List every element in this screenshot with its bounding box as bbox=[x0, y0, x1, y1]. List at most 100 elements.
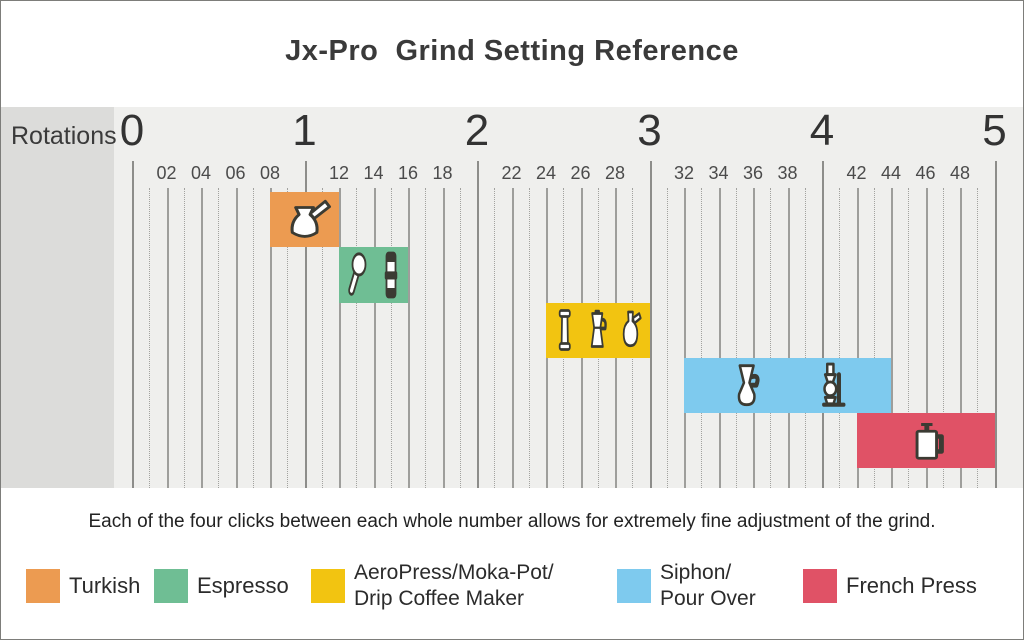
band-turkish bbox=[270, 192, 339, 248]
axis-dotted-gridline bbox=[735, 188, 737, 488]
axis-major-tick-label: 3 bbox=[637, 106, 662, 155]
tamper-icon bbox=[375, 249, 407, 301]
axis-minor-tick-label: 02 bbox=[156, 163, 177, 183]
legend-item-siphon-pour-over: Siphon/Pour Over bbox=[617, 561, 756, 610]
axis-dotted-gridline bbox=[425, 188, 427, 488]
axis-minor-gridline bbox=[787, 188, 790, 488]
legend-label: Turkish bbox=[69, 572, 140, 600]
legend-item-espresso: Espresso bbox=[154, 567, 289, 605]
legend-swatch bbox=[154, 569, 188, 603]
legend-label-line: Pour Over bbox=[660, 587, 756, 610]
axis-minor-gridline bbox=[960, 188, 962, 488]
legend-label: French Press bbox=[846, 572, 977, 600]
moka-pot-icon bbox=[582, 306, 613, 354]
axis-minor-tick-label: 32 bbox=[673, 163, 695, 183]
aeropress-icon bbox=[549, 306, 580, 354]
legend-label-line: Turkish bbox=[69, 573, 141, 599]
legend-label: Espresso bbox=[197, 572, 289, 600]
axis-dotted-gridline bbox=[873, 188, 875, 488]
band-siphon-pour-over bbox=[684, 357, 891, 414]
axis-dotted-gridline bbox=[666, 188, 668, 488]
axis-major-gridline bbox=[132, 161, 134, 488]
pour-over-icon bbox=[724, 360, 768, 412]
legend-label: Siphon/Pour Over bbox=[660, 560, 756, 613]
axis-minor-tick-label: 18 bbox=[432, 163, 453, 183]
axis-major-tick-label: 0 bbox=[119, 106, 145, 155]
axis-major-tick-label: 1 bbox=[292, 106, 317, 155]
legend-swatch bbox=[617, 569, 651, 603]
axis-dotted-gridline bbox=[839, 188, 841, 488]
axis-dotted-gridline bbox=[977, 188, 979, 488]
axis-minor-tick-label: 06 bbox=[225, 163, 246, 183]
axis-minor-tick-label: 04 bbox=[190, 163, 212, 183]
axis-major-gridline bbox=[304, 161, 307, 488]
axis-minor-gridline bbox=[753, 188, 755, 488]
footnote-text: Each of the four clicks between each who… bbox=[88, 511, 936, 532]
french-press-icon bbox=[900, 417, 952, 465]
axis-dotted-gridline bbox=[321, 188, 323, 488]
legend-swatch bbox=[311, 569, 345, 603]
axis-dotted-gridline bbox=[218, 188, 220, 488]
siphon-icon bbox=[808, 360, 852, 412]
axis-minor-gridline bbox=[684, 188, 686, 488]
axis-minor-tick-label: 44 bbox=[880, 163, 902, 183]
axis-minor-tick-label: 24 bbox=[535, 163, 557, 183]
axis-minor-tick-label: 34 bbox=[708, 163, 729, 183]
axis-dotted-gridline bbox=[252, 188, 254, 488]
axis-dotted-gridline bbox=[528, 188, 530, 488]
axis-minor-tick-label: 28 bbox=[604, 163, 626, 183]
legend-swatch bbox=[26, 569, 60, 603]
axis-minor-tick-label: 42 bbox=[846, 163, 867, 183]
axis-minor-tick-label: 14 bbox=[363, 163, 384, 183]
axis-major-gridline bbox=[822, 161, 824, 488]
axis-dotted-gridline bbox=[390, 188, 392, 488]
band-aeropress-moka-pot-drip-coffee-maker bbox=[546, 302, 650, 358]
band-french-press bbox=[856, 413, 995, 469]
axis-minor-gridline bbox=[166, 188, 169, 488]
axis-dotted-gridline bbox=[494, 188, 496, 488]
axis-minor-tick-label: 12 bbox=[328, 163, 350, 183]
axis-dotted-gridline bbox=[942, 188, 944, 488]
axis-major-gridline bbox=[477, 161, 479, 488]
axis-minor-gridline bbox=[339, 188, 341, 488]
axis-minor-gridline bbox=[270, 188, 272, 488]
axis-dotted-gridline bbox=[356, 188, 358, 488]
axis-major-tick-label: 4 bbox=[809, 106, 835, 155]
legend-item-aeropress-moka-pot-drip-coffee-maker: AeroPress/Moka-Pot/Drip Coffee Maker bbox=[311, 561, 554, 610]
legend-label-line: Siphon/ bbox=[660, 560, 732, 584]
cezve-icon bbox=[278, 195, 332, 245]
axis-minor-tick-label: 26 bbox=[570, 163, 591, 183]
axis-minor-gridline bbox=[891, 188, 893, 488]
axis-dotted-gridline bbox=[183, 188, 185, 488]
axis-minor-tick-label: 22 bbox=[501, 163, 522, 183]
axis-label-panel bbox=[1, 107, 114, 488]
axis-major-gridline bbox=[994, 161, 997, 488]
portafilter-icon bbox=[340, 249, 372, 301]
axis-major-tick-label: 5 bbox=[982, 106, 1007, 155]
axis-minor-gridline bbox=[856, 188, 859, 488]
axis-dotted-gridline bbox=[701, 188, 703, 488]
axis-minor-gridline bbox=[201, 188, 203, 488]
axis-label: Rotations bbox=[11, 122, 117, 150]
axis-dotted-gridline bbox=[459, 188, 461, 488]
legend-label-line: Espresso bbox=[197, 573, 289, 599]
axis-minor-tick-label: 36 bbox=[742, 163, 764, 183]
axis-major-gridline bbox=[649, 161, 652, 488]
band-espresso bbox=[339, 247, 408, 303]
legend-label-line: French Press bbox=[846, 573, 977, 599]
axis-major-tick-label: 2 bbox=[464, 106, 490, 155]
axis-minor-gridline bbox=[373, 188, 376, 488]
axis-dotted-gridline bbox=[804, 188, 806, 488]
axis-minor-gridline bbox=[235, 188, 238, 488]
axis-minor-gridline bbox=[718, 188, 721, 488]
axis-minor-gridline bbox=[408, 188, 410, 488]
legend-item-french-press: French Press bbox=[803, 567, 977, 605]
coffee-server-icon bbox=[615, 306, 646, 354]
legend-label-line: AeroPress/Moka-Pot/ bbox=[354, 560, 554, 584]
legend-label: AeroPress/Moka-Pot/Drip Coffee Maker bbox=[354, 560, 554, 613]
axis-dotted-gridline bbox=[770, 188, 772, 488]
axis-minor-tick-label: 16 bbox=[397, 163, 419, 183]
axis-dotted-gridline bbox=[287, 188, 289, 488]
axis-dotted-gridline bbox=[149, 188, 151, 488]
